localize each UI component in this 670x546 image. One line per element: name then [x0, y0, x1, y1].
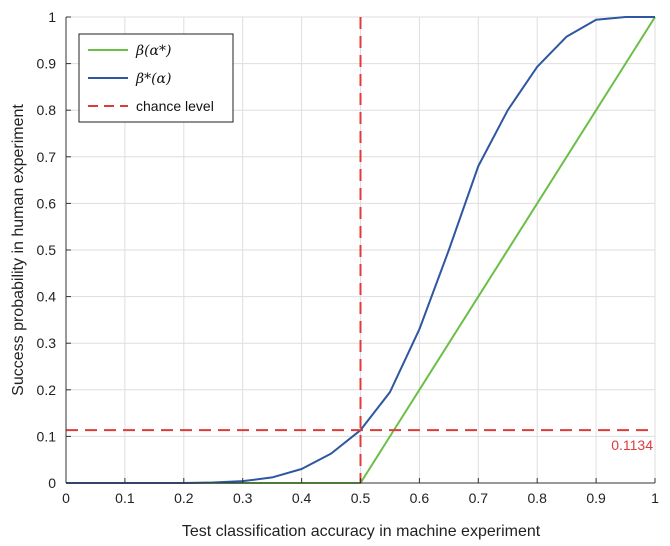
x-tick-label: 0.8	[527, 490, 547, 506]
legend: β(α*) β*(α) chance level	[78, 33, 234, 123]
axes: 0 0.1 0.2 0.3 0.4 0.5 0.6 0.7 0.8 0.9 1 0 0.1 0.2 0.3 0…	[37, 9, 660, 506]
x-tick-label: 0.3	[233, 490, 253, 506]
y-axis-title: Success probability in human experiment	[10, 104, 27, 396]
x-tick-label: 0.6	[410, 490, 430, 506]
series-line-	[66, 16, 655, 484]
y-tick-label: 0.2	[37, 382, 57, 398]
x-tick-label: 0.2	[174, 490, 194, 506]
y-tick-label: 0.5	[37, 242, 57, 258]
x-tick-label: 0.4	[292, 490, 312, 506]
reference-lines: 0.1134	[66, 17, 655, 483]
annotation-label: 0.1134	[611, 437, 653, 453]
x-tick-label: 0.1	[115, 490, 135, 506]
y-tick-label: 0.1	[37, 428, 57, 444]
legend-label-beta-star-alpha: β*(α)	[135, 71, 171, 87]
y-tick-label: 0	[48, 475, 56, 491]
y-tick-label: 0.8	[37, 102, 57, 118]
legend-label-chance-level: chance level	[136, 98, 214, 114]
legend-label-beta-alpha-star: β(α*)	[135, 43, 171, 59]
y-tick-label: 1	[48, 9, 56, 25]
x-axis-title: Test classification accuracy in machine …	[182, 523, 541, 540]
y-tick-label: 0.7	[37, 149, 57, 165]
y-tick-label: 0.4	[37, 289, 57, 305]
y-tick-label: 0.9	[37, 56, 57, 72]
y-tick-label: 0.3	[37, 335, 57, 351]
x-tick-label: 0.7	[469, 490, 489, 506]
x-tick-label: 0	[62, 490, 70, 506]
x-tick-label: 0.5	[351, 490, 371, 506]
x-tick-label: 1	[651, 490, 659, 506]
x-tick-label: 0.9	[586, 490, 606, 506]
y-tick-label: 0.6	[37, 195, 57, 211]
